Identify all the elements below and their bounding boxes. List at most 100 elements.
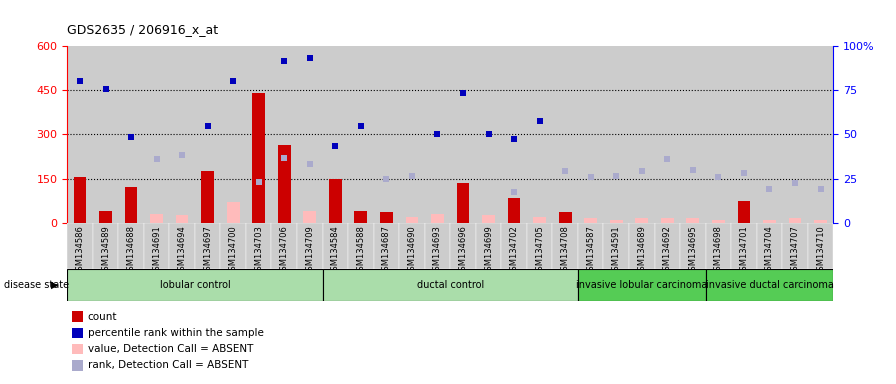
Bar: [482, 215, 495, 223]
Bar: [169, 223, 194, 269]
Text: GSM134688: GSM134688: [126, 225, 135, 276]
Bar: [380, 212, 392, 223]
Text: value, Detection Call = ABSENT: value, Detection Call = ABSENT: [88, 344, 254, 354]
Bar: [635, 218, 648, 223]
Bar: [246, 223, 271, 269]
Text: GSM134589: GSM134589: [101, 225, 110, 276]
Text: ▶: ▶: [51, 280, 58, 290]
Text: GSM134591: GSM134591: [612, 225, 621, 276]
Text: GSM134692: GSM134692: [663, 225, 672, 276]
Text: invasive lobular carcinoma: invasive lobular carcinoma: [576, 280, 708, 290]
Bar: [788, 218, 801, 223]
Bar: [533, 217, 546, 223]
Text: GSM134694: GSM134694: [177, 225, 186, 276]
Bar: [99, 211, 112, 223]
Bar: [451, 46, 476, 223]
Bar: [527, 223, 552, 269]
Bar: [297, 46, 323, 223]
Bar: [67, 269, 323, 301]
Bar: [253, 93, 265, 223]
Text: GSM134690: GSM134690: [408, 225, 417, 276]
Bar: [400, 223, 425, 269]
Bar: [169, 46, 194, 223]
Bar: [202, 171, 214, 223]
Text: GSM134698: GSM134698: [714, 225, 723, 276]
Bar: [323, 269, 578, 301]
Bar: [629, 46, 654, 223]
Bar: [151, 214, 163, 223]
Bar: [610, 220, 623, 223]
Bar: [349, 46, 374, 223]
Text: GSM134696: GSM134696: [459, 225, 468, 276]
Bar: [118, 223, 143, 269]
Bar: [552, 46, 578, 223]
Text: GSM134586: GSM134586: [75, 225, 84, 276]
Bar: [731, 46, 756, 223]
Bar: [278, 145, 290, 223]
Bar: [756, 223, 782, 269]
Bar: [323, 223, 348, 269]
Bar: [706, 269, 833, 301]
Bar: [406, 217, 418, 223]
Bar: [271, 46, 297, 223]
Bar: [194, 223, 220, 269]
Bar: [323, 46, 348, 223]
Bar: [329, 179, 341, 223]
Text: count: count: [88, 312, 117, 322]
Bar: [143, 46, 169, 223]
Bar: [763, 220, 776, 223]
Bar: [604, 46, 629, 223]
Text: GSM134700: GSM134700: [228, 225, 237, 276]
Bar: [67, 46, 93, 223]
Bar: [227, 202, 239, 223]
Text: GSM134709: GSM134709: [306, 225, 314, 276]
Bar: [73, 177, 86, 223]
Text: disease state: disease state: [4, 280, 70, 290]
Bar: [425, 46, 450, 223]
Bar: [578, 46, 603, 223]
Bar: [629, 223, 654, 269]
Text: GSM134695: GSM134695: [688, 225, 697, 276]
Text: GDS2635 / 206916_x_at: GDS2635 / 206916_x_at: [67, 23, 219, 36]
Bar: [502, 223, 527, 269]
Bar: [220, 223, 246, 269]
Bar: [194, 46, 220, 223]
Text: ductal control: ductal control: [417, 280, 484, 290]
Bar: [457, 183, 470, 223]
Bar: [349, 223, 374, 269]
Bar: [374, 46, 400, 223]
Bar: [271, 223, 297, 269]
Text: GSM134689: GSM134689: [637, 225, 646, 276]
Bar: [782, 46, 807, 223]
Bar: [604, 223, 629, 269]
Bar: [559, 212, 572, 223]
Text: lobular control: lobular control: [159, 280, 230, 290]
Text: GSM134687: GSM134687: [382, 225, 391, 276]
Bar: [227, 214, 239, 223]
Bar: [731, 223, 756, 269]
Bar: [584, 218, 597, 223]
Bar: [782, 223, 807, 269]
Bar: [176, 215, 188, 223]
Bar: [706, 46, 731, 223]
Bar: [502, 46, 527, 223]
Bar: [808, 223, 833, 269]
Bar: [476, 223, 502, 269]
Text: invasive ductal carcinoma: invasive ductal carcinoma: [705, 280, 833, 290]
Bar: [654, 46, 680, 223]
Text: GSM134587: GSM134587: [586, 225, 595, 276]
Text: GSM134697: GSM134697: [203, 225, 212, 276]
Text: GSM134707: GSM134707: [790, 225, 799, 276]
Text: GSM134699: GSM134699: [484, 225, 493, 276]
Bar: [400, 46, 425, 223]
Bar: [304, 211, 316, 223]
Bar: [654, 223, 680, 269]
Text: GSM134710: GSM134710: [816, 225, 825, 276]
Bar: [425, 223, 450, 269]
Bar: [737, 200, 750, 223]
Bar: [118, 46, 143, 223]
Text: GSM134702: GSM134702: [510, 225, 519, 276]
Bar: [374, 223, 400, 269]
Bar: [143, 223, 169, 269]
Text: GSM134706: GSM134706: [280, 225, 289, 276]
